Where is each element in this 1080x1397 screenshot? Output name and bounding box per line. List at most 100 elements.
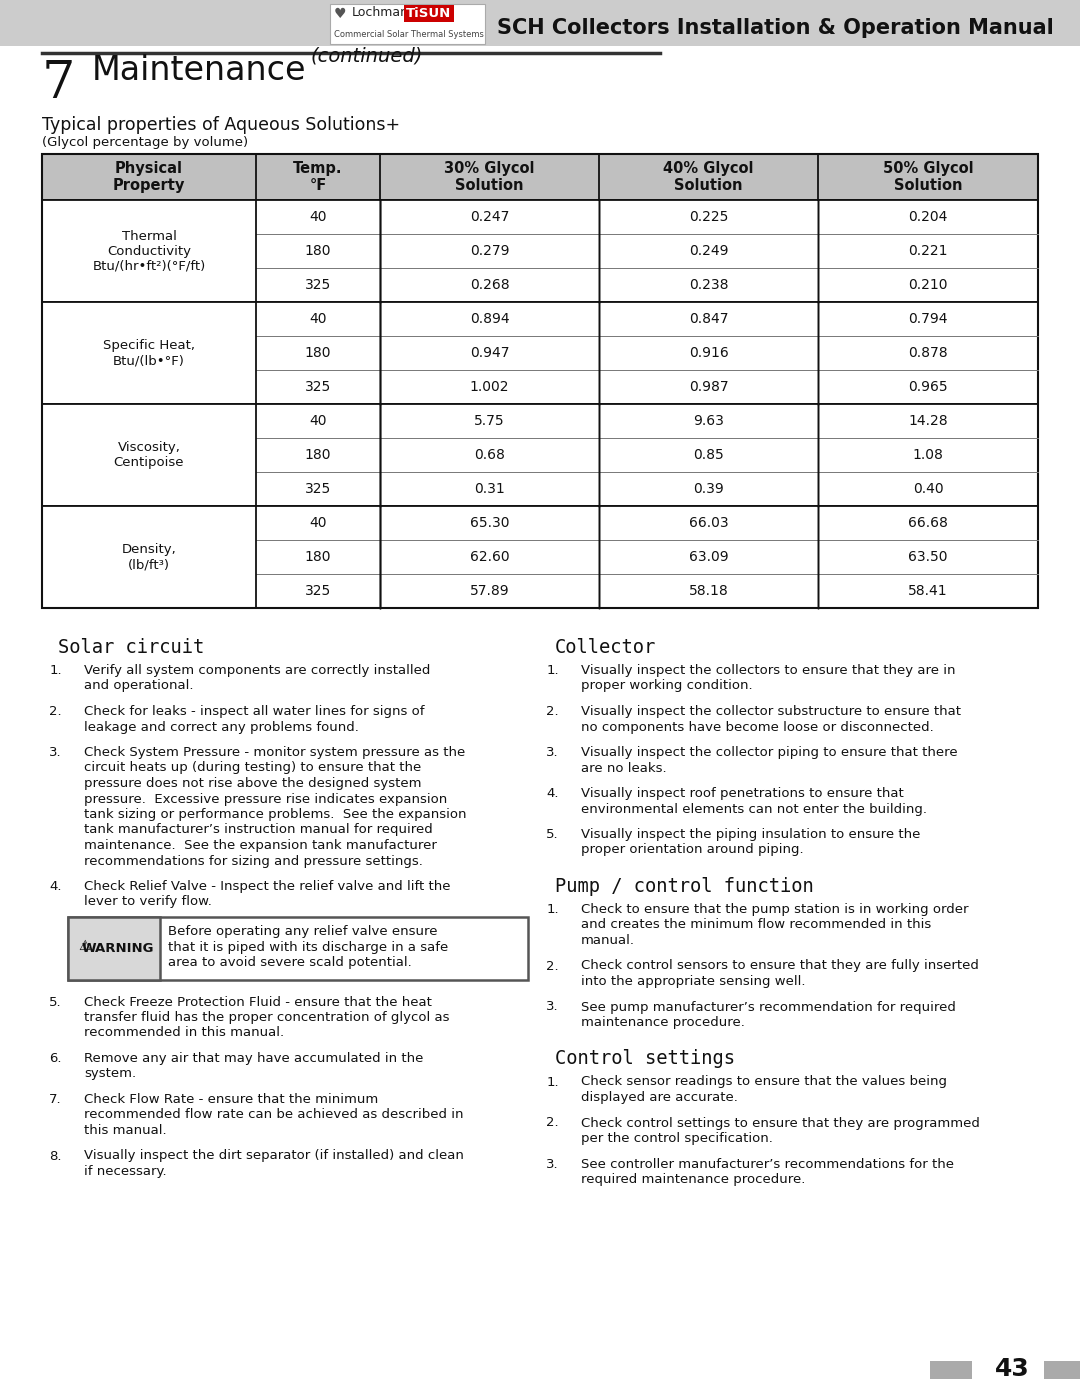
Text: into the appropriate sensing well.: into the appropriate sensing well. — [581, 975, 806, 988]
Text: ♥: ♥ — [334, 7, 347, 21]
Text: See pump manufacturer’s recommendation for required: See pump manufacturer’s recommendation f… — [581, 1000, 956, 1013]
Text: SCH Collectors Installation & Operation Manual: SCH Collectors Installation & Operation … — [497, 18, 1054, 38]
Text: 180: 180 — [305, 244, 332, 258]
Text: See controller manufacturer’s recommendations for the: See controller manufacturer’s recommenda… — [581, 1158, 954, 1171]
Text: 0.85: 0.85 — [693, 448, 724, 462]
Text: Solar circuit: Solar circuit — [58, 638, 204, 657]
Text: 1.: 1. — [546, 902, 559, 916]
Text: Check Flow Rate - ensure that the minimum: Check Flow Rate - ensure that the minimu… — [84, 1092, 378, 1106]
Text: pressure.  Excessive pressure rise indicates expansion: pressure. Excessive pressure rise indica… — [84, 792, 447, 806]
Text: Commercial Solar Thermal Systems: Commercial Solar Thermal Systems — [334, 29, 484, 39]
Text: 4.: 4. — [546, 787, 559, 800]
Text: 5.75: 5.75 — [474, 414, 504, 427]
Text: 40: 40 — [309, 515, 327, 529]
Text: leakage and correct any problems found.: leakage and correct any problems found. — [84, 721, 359, 733]
Text: Typical properties of Aqueous Solutions+: Typical properties of Aqueous Solutions+ — [42, 116, 400, 134]
Text: system.: system. — [84, 1067, 136, 1080]
Text: if necessary.: if necessary. — [84, 1165, 166, 1178]
Text: 7: 7 — [42, 59, 76, 109]
Text: 7.: 7. — [50, 1092, 62, 1106]
Text: Density,
(lb/ft³): Density, (lb/ft³) — [122, 543, 176, 571]
Text: Thermal
Conductivity
Btu/(hr•ft²)(°F/ft): Thermal Conductivity Btu/(hr•ft²)(°F/ft) — [93, 229, 205, 272]
Text: 0.39: 0.39 — [693, 482, 724, 496]
Text: Visually inspect the collector piping to ensure that there: Visually inspect the collector piping to… — [581, 746, 958, 759]
Text: 0.225: 0.225 — [689, 210, 728, 224]
Text: 3.: 3. — [546, 1158, 559, 1171]
Text: 0.249: 0.249 — [689, 244, 728, 258]
Bar — [42, 154, 1038, 608]
Text: 5.: 5. — [50, 996, 62, 1009]
Text: recommended flow rate can be achieved as described in: recommended flow rate can be achieved as… — [84, 1108, 463, 1122]
Text: 66.03: 66.03 — [689, 515, 728, 529]
Text: 0.878: 0.878 — [908, 346, 948, 360]
Text: 180: 180 — [305, 448, 332, 462]
Text: recommended in this manual.: recommended in this manual. — [84, 1027, 284, 1039]
Text: 30% Glycol
Solution: 30% Glycol Solution — [444, 161, 535, 193]
Text: 0.210: 0.210 — [908, 278, 948, 292]
Text: Collector: Collector — [555, 638, 657, 657]
Text: Check Freeze Protection Fluid - ensure that the heat: Check Freeze Protection Fluid - ensure t… — [84, 996, 432, 1009]
Text: manual.: manual. — [581, 935, 635, 947]
Text: transfer fluid has the proper concentration of glycol as: transfer fluid has the proper concentrat… — [84, 1011, 449, 1024]
Text: 40: 40 — [309, 414, 327, 427]
Text: 0.847: 0.847 — [689, 312, 728, 326]
Text: 66.68: 66.68 — [908, 515, 948, 529]
Text: Check System Pressure - monitor system pressure as the: Check System Pressure - monitor system p… — [84, 746, 465, 759]
Text: 1.: 1. — [546, 1076, 559, 1088]
Text: 4.: 4. — [50, 880, 62, 893]
Text: 65.30: 65.30 — [470, 515, 510, 529]
Bar — [42, 154, 1038, 200]
Text: Visually inspect the collector substructure to ensure that: Visually inspect the collector substruct… — [581, 705, 961, 718]
Text: 62.60: 62.60 — [470, 550, 510, 564]
Text: 0.247: 0.247 — [470, 210, 509, 224]
Text: 6.: 6. — [50, 1052, 62, 1065]
Text: Maintenance: Maintenance — [92, 54, 307, 87]
Text: Specific Heat,
Btu/(lb•°F): Specific Heat, Btu/(lb•°F) — [103, 339, 195, 367]
Bar — [1044, 1361, 1080, 1379]
Text: Check control sensors to ensure that they are fully inserted: Check control sensors to ensure that the… — [581, 960, 978, 972]
Text: no components have become loose or disconnected.: no components have become loose or disco… — [581, 721, 934, 733]
Text: 58.41: 58.41 — [908, 584, 948, 598]
Text: maintenance.  See the expansion tank manufacturer: maintenance. See the expansion tank manu… — [84, 840, 437, 852]
Text: Verify all system components are correctly installed: Verify all system components are correct… — [84, 664, 430, 678]
Text: per the control specification.: per the control specification. — [581, 1132, 773, 1146]
Text: 40: 40 — [309, 312, 327, 326]
Text: are no leaks.: are no leaks. — [581, 761, 666, 774]
Text: Visually inspect the piping insulation to ensure the: Visually inspect the piping insulation t… — [581, 828, 920, 841]
Text: 325: 325 — [305, 584, 332, 598]
Bar — [42, 302, 1038, 404]
Text: Check Relief Valve - Inspect the relief valve and lift the: Check Relief Valve - Inspect the relief … — [84, 880, 450, 893]
Text: Visually inspect the collectors to ensure that they are in: Visually inspect the collectors to ensur… — [581, 664, 956, 678]
Bar — [68, 916, 160, 979]
Text: displayed are accurate.: displayed are accurate. — [581, 1091, 738, 1104]
Text: ⚠: ⚠ — [78, 939, 91, 953]
Text: 0.31: 0.31 — [474, 482, 504, 496]
Text: that it is piped with its discharge in a safe: that it is piped with its discharge in a… — [168, 940, 448, 954]
Bar — [0, 0, 1080, 46]
Text: 0.894: 0.894 — [470, 312, 510, 326]
Text: 3.: 3. — [546, 746, 559, 759]
Text: 58.18: 58.18 — [689, 584, 728, 598]
Text: 0.238: 0.238 — [689, 278, 728, 292]
Text: Check sensor readings to ensure that the values being: Check sensor readings to ensure that the… — [581, 1076, 947, 1088]
Text: Control settings: Control settings — [555, 1049, 735, 1069]
Text: 43: 43 — [995, 1356, 1029, 1382]
Text: Physical
Property: Physical Property — [112, 161, 185, 193]
Text: 2.: 2. — [546, 1116, 559, 1130]
Text: this manual.: this manual. — [84, 1125, 166, 1137]
Text: Viscosity,
Centipoise: Viscosity, Centipoise — [113, 441, 185, 469]
Text: 2.: 2. — [546, 960, 559, 972]
Text: required maintenance procedure.: required maintenance procedure. — [581, 1173, 806, 1186]
Text: 9.63: 9.63 — [693, 414, 724, 427]
Text: 5.: 5. — [546, 828, 559, 841]
Text: 0.965: 0.965 — [908, 380, 948, 394]
Text: recommendations for sizing and pressure settings.: recommendations for sizing and pressure … — [84, 855, 423, 868]
Text: 1.002: 1.002 — [470, 380, 510, 394]
Bar — [68, 916, 528, 979]
Text: environmental elements can not enter the building.: environmental elements can not enter the… — [581, 802, 927, 816]
Text: 0.987: 0.987 — [689, 380, 728, 394]
Bar — [42, 200, 1038, 302]
Text: Before operating any relief valve ensure: Before operating any relief valve ensure — [168, 925, 437, 937]
Text: 0.916: 0.916 — [689, 346, 728, 360]
Text: 50% Glycol
Solution: 50% Glycol Solution — [882, 161, 973, 193]
